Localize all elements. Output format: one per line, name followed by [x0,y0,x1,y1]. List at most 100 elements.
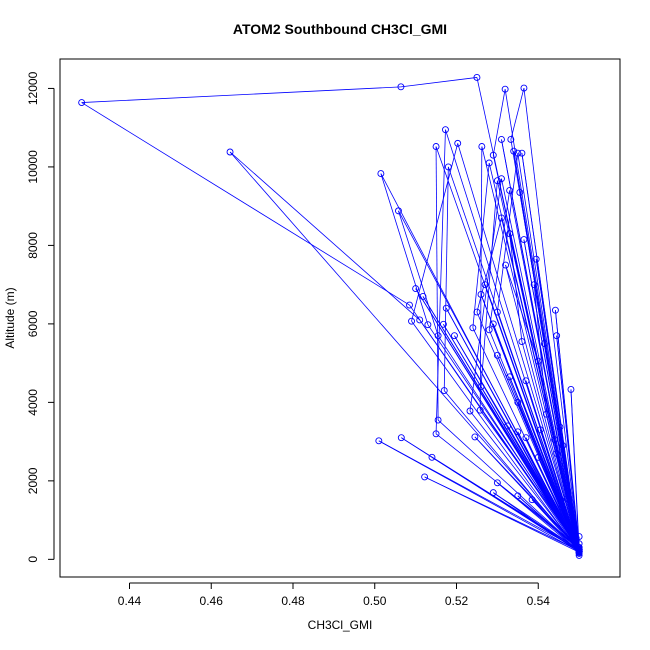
series-line-segment [492,89,506,156]
series-line-segment [537,457,580,544]
series-line-segment [81,86,401,103]
series-line-segment [537,457,580,552]
data-point [434,416,442,424]
data-point [542,410,550,418]
data-point [563,495,571,502]
series-line-segment [457,143,580,548]
data-point [416,316,424,324]
data-point [432,143,440,150]
series-line-segment [505,264,539,362]
data-point [477,291,485,298]
plot-content [78,73,583,559]
data-point [556,423,564,431]
axes: 0.44 0.46 0.48 0.50 0.52 0.54 0 2000 4000 6000 800… [26,71,550,608]
data-point [478,143,486,150]
data-point [375,437,383,445]
y-tick-label: 12000 [26,71,40,105]
data-point [412,285,420,293]
data-point [485,159,493,167]
data-point [506,373,514,381]
series-line-segment [469,410,580,551]
data-point [575,540,583,548]
series-line-segment [400,77,477,88]
data-point [481,281,489,289]
data-point [540,340,548,347]
data-point [506,187,514,194]
x-tick-label: 0.44 [118,594,142,608]
series-line-segment [497,482,580,552]
series-line-segment [472,162,490,328]
series-line-segment [523,87,580,553]
data-point [489,151,497,159]
data-point [553,449,561,457]
data-point [473,73,481,81]
series-line-segment [525,437,580,552]
data-point [522,377,530,385]
y-tick-label: 4000 [26,389,40,416]
series-line-segment [570,389,580,548]
data-point [498,175,505,183]
data-point [528,496,536,504]
series-line-segment [419,319,580,552]
series-line-segment [481,146,580,552]
x-tick-label: 0.54 [527,594,551,608]
data-point [473,308,481,316]
data-point [489,489,497,497]
data-point [454,139,462,147]
series-line-segment [378,440,580,552]
data-point [567,385,575,393]
data-point [534,357,542,365]
y-tick-label: 8000 [26,232,40,259]
data-point [377,170,385,178]
series-line-segment [398,210,439,336]
series-line-segment [543,343,580,552]
series-line-segment [523,239,580,553]
series-line-segment [437,419,580,550]
data-point [575,551,583,559]
data-point [397,434,405,442]
data-point [553,332,561,340]
series-line-segment [411,320,580,553]
series-line-segment [443,324,580,551]
x-tick-label: 0.52 [445,594,469,608]
data-point [501,85,509,93]
data-point [520,236,528,243]
data-point [397,83,405,91]
data-point [419,292,427,300]
series-line-segment [521,341,580,552]
data-point [575,548,583,555]
x-tick-label: 0.50 [363,594,387,608]
series-line-segment [510,87,525,140]
data-point [428,453,436,461]
data-point [442,304,450,312]
series-line-segment [476,217,502,313]
data-point [451,332,458,340]
chart-title: ATOM2 Southbound CH3Cl_GMI [233,21,447,37]
series-line-segment [81,102,410,306]
data-point [534,453,542,461]
series-line-segment [474,436,580,548]
series-line-segment [479,146,483,411]
y-tick-label: 6000 [26,310,40,337]
data-point [489,320,497,328]
y-tick-label: 10000 [26,150,40,184]
series-line-segment [484,284,580,552]
y-axis-label: Altitude (m) [3,287,17,348]
series-line-segment [380,173,429,325]
data-point [466,407,474,415]
series-line-segment [525,380,580,550]
data-point [514,398,522,406]
series-line-segment [496,153,519,313]
data-point [506,230,514,238]
data-point [516,188,524,196]
data-point [498,135,505,143]
series-line-segment [229,151,580,550]
series-line-segment [229,151,420,321]
series-line-segment [497,355,580,552]
series-line-segment [424,476,580,553]
data-point [78,99,86,107]
data-point [469,324,477,332]
data-point [514,428,522,436]
y-tick-label: 0 [26,556,40,563]
